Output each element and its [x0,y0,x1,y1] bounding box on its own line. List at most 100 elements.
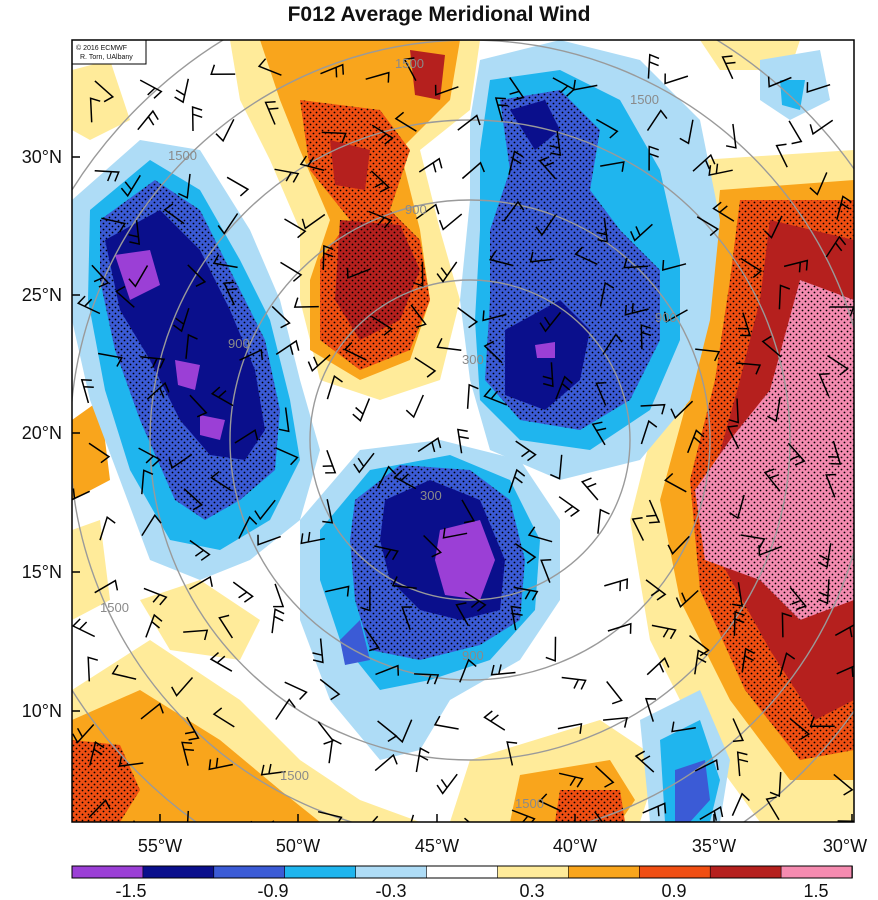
wind-barb [645,579,667,601]
wind-barb [394,719,413,744]
wind-barb [97,352,123,367]
lon-axis: 55°W 50°W 45°W 40°W 35°W 30°W [138,814,867,856]
wind-barb [789,587,807,611]
wind-barb [405,394,424,419]
wind-barb [651,624,677,640]
wind-barb [171,677,194,697]
wind-barb [671,721,696,733]
wind-barb [442,527,468,539]
positive-anomaly-north [230,40,480,400]
wind-barb [433,715,459,730]
wind-barb [139,79,163,99]
wind-barb [527,526,553,543]
positive-anomaly-southwest [72,580,420,822]
wind-barb [94,579,119,594]
wind-barb [403,57,417,82]
contour-label: 900 [228,336,250,351]
wind-barb [640,324,652,350]
wind-barb [535,214,557,237]
wind-barb [120,174,141,198]
wind-barb [257,58,282,76]
wind-barb [606,681,623,705]
wind-barb [542,362,554,388]
lat-label: 25°N [22,285,62,305]
wind-barb [128,265,149,288]
wind-barb [549,454,563,480]
wind-barb [415,203,440,220]
colorbar-swatch [284,865,357,879]
wind-barb [307,354,331,373]
wind-barb [87,656,99,682]
wind-barb [836,665,854,678]
wind-barb [708,163,733,177]
wind-barb [80,378,94,404]
wind-barb [483,340,503,364]
wind-barb [817,579,830,605]
wind-barb [173,307,190,333]
wind-barb [301,213,326,230]
wind-barb [457,306,479,329]
wind-barb [210,386,234,407]
wind-barb [557,722,583,734]
colorbar-swatch [213,865,286,879]
wind-barb [274,168,300,183]
wind-barb [115,285,135,308]
lon-label: 50°W [276,836,320,856]
colorbar-label: -0.3 [375,881,406,900]
colorbar-swatches [71,865,853,879]
wind-barb [603,716,628,728]
wind-barb [538,156,557,180]
colorbar-swatch [709,865,782,879]
wind-barb [789,718,811,740]
wind-barb [436,773,458,795]
wind-barb [189,394,208,418]
wind-barb [101,217,126,233]
wind-barb [217,213,239,235]
wind-barb [299,155,325,172]
wind-barb [827,354,849,376]
wind-barb [218,614,234,639]
wind-barb [664,472,687,493]
wind-barb [574,246,598,265]
wind-barb [434,84,459,96]
wind-barb [186,810,190,822]
wind-barb [661,259,687,271]
wind-barb [326,374,343,400]
wind-barb [692,153,716,172]
wind-barb [229,821,232,822]
contour-label: 900 [462,648,484,663]
contour-label: 1500 [515,796,544,811]
wind-barb [184,716,200,741]
credit-line-1: © 2016 ECMWF [76,44,127,52]
wind-barb [215,118,235,143]
wind-barb [663,309,688,323]
wind-barb [466,383,479,409]
wind-barb [234,429,259,444]
wind-barb [763,215,783,239]
wind-barb [558,496,580,518]
wind-barb [596,217,609,243]
wind-barb [191,105,203,132]
lat-label: 10°N [22,701,62,721]
wind-barb [343,341,367,361]
wind-barb [836,195,852,220]
wind-barb [740,257,763,278]
wind-barb [284,218,307,239]
wind-barb [667,535,690,555]
wind-barb [464,591,487,612]
wind-barb [741,647,755,673]
wind-barb [508,468,526,494]
wind-barb [461,161,485,180]
wind-barb [506,741,518,766]
wind-barb [510,605,523,631]
wind-barb [456,428,469,454]
wind-barb [689,635,710,657]
wind-barb [644,697,657,722]
wind-barb [809,172,828,196]
wind-barb [212,707,235,728]
wind-barb [94,170,120,182]
lat-label: 20°N [22,423,62,443]
wind-barb [72,723,95,744]
wind-barb [758,544,783,557]
wind-barb [401,606,413,631]
